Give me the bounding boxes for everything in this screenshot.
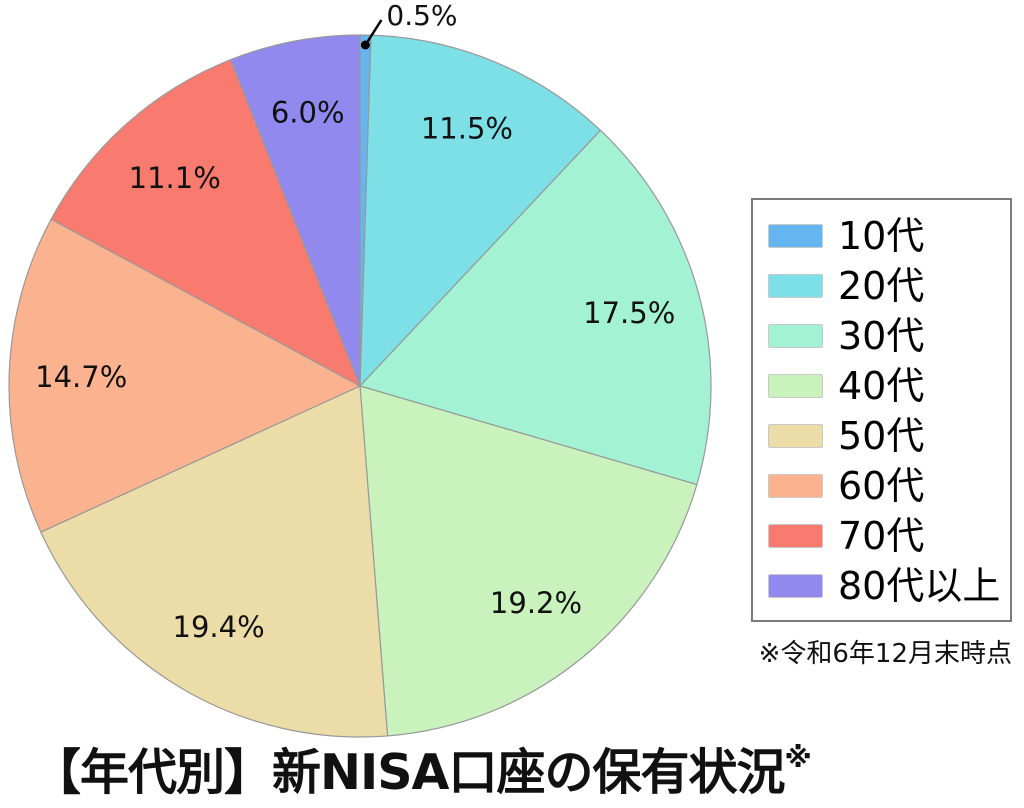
pie-slice-40s [359,385,698,737]
legend: 10代 20代 30代 40代 50代 60代 70代 80代以上 [751,198,1012,622]
legend-swatch-40s [768,374,823,398]
legend-swatch-50s [768,424,823,448]
pie-label-outside-10s: 0.5% [386,0,457,32]
legend-label-60s: 60代 [838,464,925,508]
leader-line [364,19,383,46]
pie-slice-70s [50,59,361,387]
legend-item-30s: 30代 [768,311,1010,361]
pie-label-60s: 14.7% [35,360,127,394]
pie-label-20s: 11.5% [421,112,513,146]
legend-item-40s: 40代 [768,361,1010,411]
legend-item-50s: 50代 [768,411,1010,461]
legend-label-80s-plus: 80代以上 [838,564,1001,608]
pie-label-40s: 19.2% [490,586,582,620]
legend-swatch-30s [768,324,823,348]
pie-slice-60s [8,218,361,533]
legend-swatch-10s [768,224,823,248]
pie-label-30s: 17.5% [583,296,675,330]
pie-slice-50s [40,385,389,738]
legend-label-70s: 70代 [838,514,925,558]
pie-slice-30s [359,129,712,486]
chart-title-superscript: ※ [784,741,812,774]
legend-label-40s: 40代 [838,364,925,408]
legend-item-20s: 20代 [768,261,1010,311]
chart-title-text: 【年代別】新NISA口座の保有状況 [32,744,785,801]
pie-slice-80s-plus [230,34,361,387]
legend-swatch-80s-plus [768,574,823,598]
pie-label-70s: 11.1% [129,161,221,195]
legend-item-80s-plus: 80代以上 [768,561,1010,611]
legend-item-10s: 10代 [768,211,1010,261]
pie-slice-20s [359,34,602,387]
leader-dot [360,40,370,50]
legend-label-50s: 50代 [838,414,925,458]
legend-swatch-20s [768,274,823,298]
legend-item-70s: 70代 [768,511,1010,561]
legend-swatch-60s [768,474,823,498]
pie-label-80s-plus: 6.0% [271,95,345,129]
legend-swatch-70s [768,524,823,548]
footnote: ※令和6年12月末時点 [758,639,1012,669]
legend-label-20s: 20代 [838,264,925,308]
legend-label-30s: 30代 [838,314,925,358]
legend-label-10s: 10代 [838,214,925,258]
pie-label-50s: 19.4% [173,610,265,644]
chart-title: 【年代別】新NISA口座の保有状況※ [32,733,812,804]
legend-item-60s: 60代 [768,461,1010,511]
